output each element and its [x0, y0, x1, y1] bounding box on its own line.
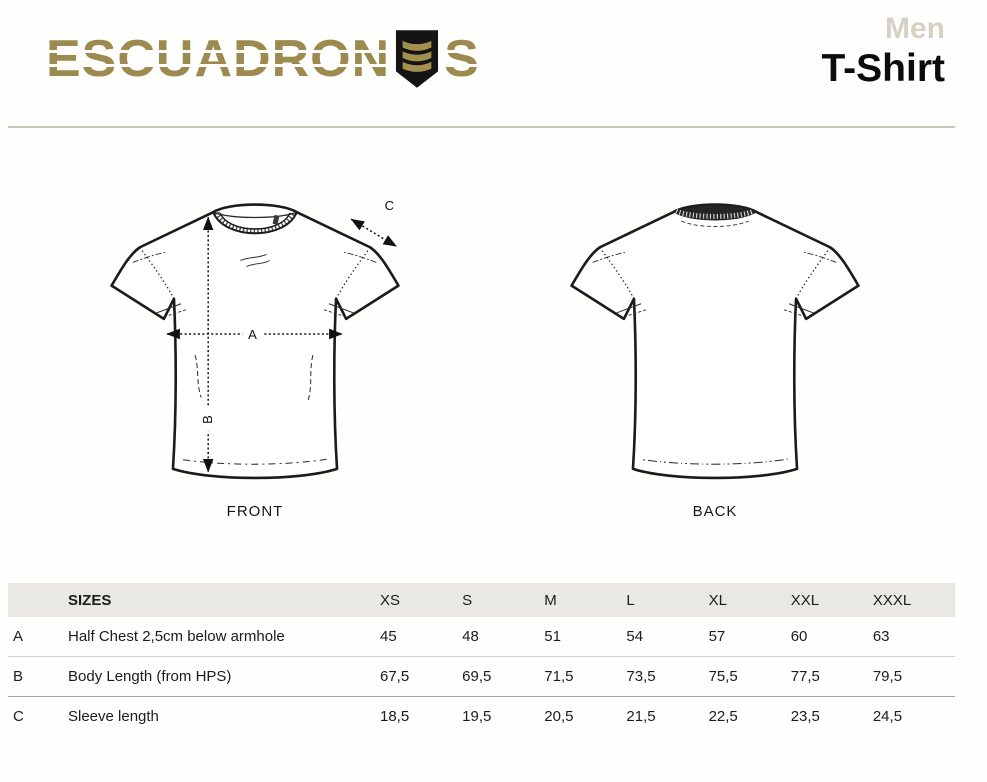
front-view-label: FRONT — [226, 503, 284, 520]
value-cell: 18,5 — [380, 708, 410, 725]
value-cell: 63 — [872, 628, 890, 645]
value-cell: 19,5 — [462, 708, 492, 725]
value-cell: 48 — [462, 628, 479, 645]
dimension-label-b: B — [200, 415, 215, 424]
column-header-s: S — [462, 591, 473, 609]
shield-icon — [396, 30, 439, 88]
header-divider — [8, 126, 955, 128]
row-letter: C — [13, 708, 24, 725]
value-cell: 69,5 — [462, 668, 492, 685]
value-cell: 73,5 — [626, 668, 656, 685]
collar-tag — [272, 214, 280, 225]
row-letter: A — [13, 628, 24, 645]
column-header-m: M — [544, 591, 557, 609]
value-cell: 23,5 — [790, 708, 820, 725]
value-cell: 75,5 — [708, 668, 738, 685]
table-row-sleeve-length: C Sleeve length 18,5 19,5 20,5 21,5 22,5… — [8, 696, 955, 736]
row-label: Half Chest 2,5cm below armhole — [68, 628, 285, 645]
brand-logo-text-left: ESCUADRON — [46, 30, 391, 88]
table-row-body-length: B Body Length (from HPS) 67,5 69,5 71,5 … — [8, 656, 955, 696]
value-cell: 77,5 — [790, 668, 820, 685]
value-cell: 24,5 — [872, 708, 903, 725]
tshirt-front-diagram: A B C — [110, 198, 400, 480]
category-label: Men — [885, 12, 945, 45]
value-cell: 21,5 — [626, 708, 656, 725]
column-header-xxl: XXL — [790, 591, 820, 609]
value-cell: 67,5 — [380, 668, 410, 685]
size-table: SIZES XS S M L XL XXL XXXL A Half Chest … — [8, 583, 955, 736]
row-label: Body Length (from HPS) — [68, 668, 232, 685]
row-letter: B — [13, 668, 24, 685]
value-cell: 60 — [790, 628, 808, 645]
size-table-header-row: SIZES XS S M L XL XXL XXXL — [8, 583, 955, 617]
brand-logo: ESCUADRON S — [46, 24, 480, 94]
value-cell: 22,5 — [708, 708, 738, 725]
value-cell: 45 — [380, 628, 397, 645]
page-heading: Men T-Shirt — [822, 12, 946, 89]
brand-logo-text-right: S — [444, 30, 480, 88]
dimension-label-a: A — [248, 327, 257, 342]
value-cell: 57 — [708, 628, 726, 645]
value-cell: 51 — [544, 628, 561, 645]
value-cell: 54 — [626, 628, 644, 645]
column-header-xxxl: XXXL — [872, 591, 912, 609]
tshirt-back-diagram — [570, 203, 860, 480]
size-table-corner-label: SIZES — [68, 591, 112, 609]
page-title: T-Shirt — [821, 47, 946, 90]
column-header-xs: XS — [380, 591, 401, 609]
dimension-label-c: C — [385, 198, 394, 213]
table-row-half-chest: A Half Chest 2,5cm below armhole 45 48 5… — [8, 617, 955, 656]
back-view-label: BACK — [692, 503, 738, 520]
column-header-l: L — [626, 591, 635, 609]
value-cell: 79,5 — [872, 668, 903, 685]
column-header-xl: XL — [708, 591, 727, 609]
row-label: Sleeve length — [68, 708, 159, 725]
value-cell: 71,5 — [544, 668, 574, 685]
value-cell: 20,5 — [544, 708, 574, 725]
